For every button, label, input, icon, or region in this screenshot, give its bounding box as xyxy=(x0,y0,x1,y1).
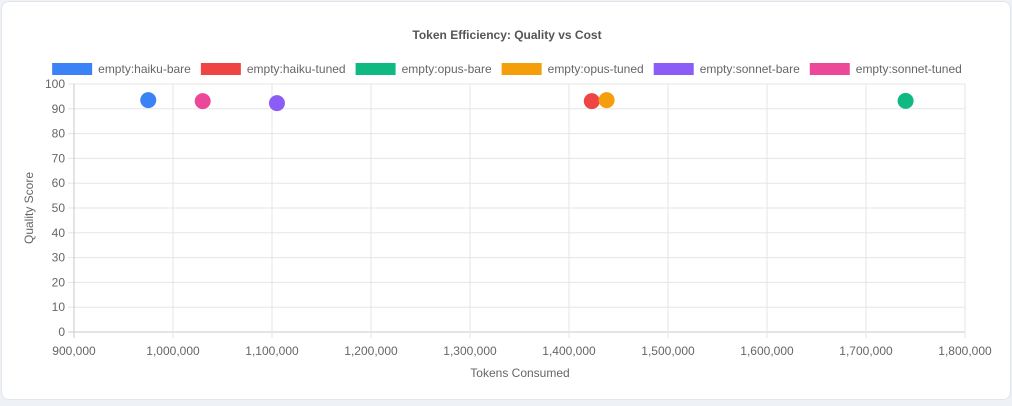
y-tick-label: 60 xyxy=(52,176,66,190)
x-tick-label: 1,200,000 xyxy=(344,344,398,358)
legend-label: empty:opus-tuned xyxy=(548,62,644,76)
legend-swatch xyxy=(52,63,93,75)
y-tick-label: 0 xyxy=(58,325,65,339)
y-tick-label: 40 xyxy=(52,226,66,240)
legend-label: empty:opus-bare xyxy=(402,62,492,76)
data-point-empty-opus-tuned[interactable] xyxy=(598,92,615,109)
legend-label: empty:sonnet-bare xyxy=(700,62,800,76)
y-tick-label: 30 xyxy=(52,251,66,265)
grid-lines xyxy=(68,83,966,338)
legend-swatch xyxy=(200,63,241,75)
y-tick-label: 100 xyxy=(45,77,65,91)
y-tick-label: 70 xyxy=(52,151,66,165)
x-axis-ticks: 900,000 1,000,000 1,100,000 1,200,000 1,300,… xyxy=(52,344,992,358)
x-tick-label: 1,800,000 xyxy=(938,344,992,358)
legend-item-empty-haiku-bare[interactable]: empty:haiku-bare xyxy=(52,62,191,76)
data-point-empty-sonnet-bare[interactable] xyxy=(268,95,285,112)
x-tick-label: 1,000,000 xyxy=(146,344,200,358)
data-points xyxy=(140,92,914,112)
legend-label: empty:sonnet-tuned xyxy=(856,62,962,76)
x-tick-label: 1,300,000 xyxy=(443,344,497,358)
legend-item-empty-haiku-tuned[interactable]: empty:haiku-tuned xyxy=(200,62,346,76)
legend-item-empty-sonnet-tuned[interactable]: empty:sonnet-tuned xyxy=(809,62,962,76)
legend-label: empty:haiku-tuned xyxy=(247,62,346,76)
x-tick-label: 1,700,000 xyxy=(839,344,893,358)
x-tick-label: 1,100,000 xyxy=(245,344,299,358)
y-tick-label: 50 xyxy=(52,201,66,215)
y-tick-label: 20 xyxy=(52,275,66,289)
y-axis-ticks: 0 10 20 30 40 50 60 70 80 90 100 xyxy=(45,77,65,339)
x-axis-label: Tokens Consumed xyxy=(470,366,569,380)
legend-label: empty:haiku-bare xyxy=(98,62,191,76)
x-tick-label: 900,000 xyxy=(52,344,96,358)
legend-swatch xyxy=(809,63,850,75)
x-tick-label: 1,600,000 xyxy=(740,344,794,358)
legend-item-empty-opus-tuned[interactable]: empty:opus-tuned xyxy=(501,62,644,76)
legend-swatch xyxy=(653,63,694,75)
y-tick-label: 10 xyxy=(52,300,66,314)
legend-swatch xyxy=(355,63,396,75)
legend-item-empty-opus-bare[interactable]: empty:opus-bare xyxy=(355,62,492,76)
y-tick-label: 80 xyxy=(52,127,66,141)
data-point-empty-opus-bare[interactable] xyxy=(897,92,914,109)
x-tick-label: 1,500,000 xyxy=(641,344,695,358)
x-tick-label: 1,400,000 xyxy=(542,344,596,358)
data-point-empty-sonnet-tuned[interactable] xyxy=(194,93,211,110)
data-point-empty-haiku-bare[interactable] xyxy=(140,92,157,109)
legend-swatch xyxy=(501,63,542,75)
legend-item-empty-sonnet-bare[interactable]: empty:sonnet-bare xyxy=(653,62,800,76)
chart-title: Token Efficiency: Quality vs Cost xyxy=(412,28,601,42)
legend: empty:haiku-bare empty:haiku-tuned empty:o… xyxy=(52,62,962,76)
y-tick-label: 90 xyxy=(52,102,66,116)
y-axis-label: Quality Score xyxy=(22,172,36,244)
data-point-empty-haiku-tuned[interactable] xyxy=(583,93,600,110)
